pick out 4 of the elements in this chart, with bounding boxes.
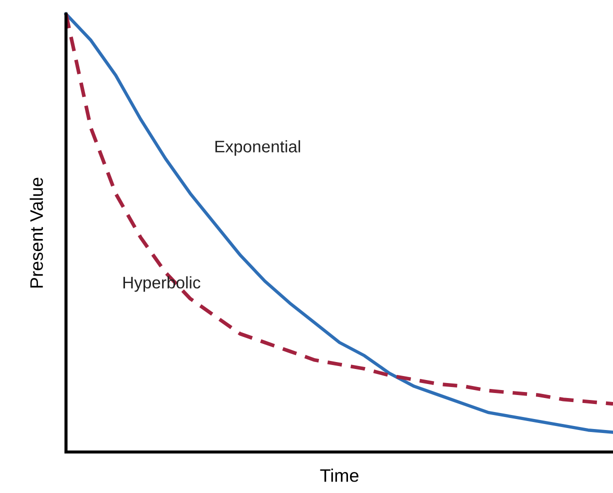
text: Exponential: [215, 140, 300, 156]
y-axis-title: Present Value: [30, 178, 43, 288]
x-axis-title: Time: [320, 468, 358, 482]
series-label: Hyperbolic: [123, 276, 200, 292]
